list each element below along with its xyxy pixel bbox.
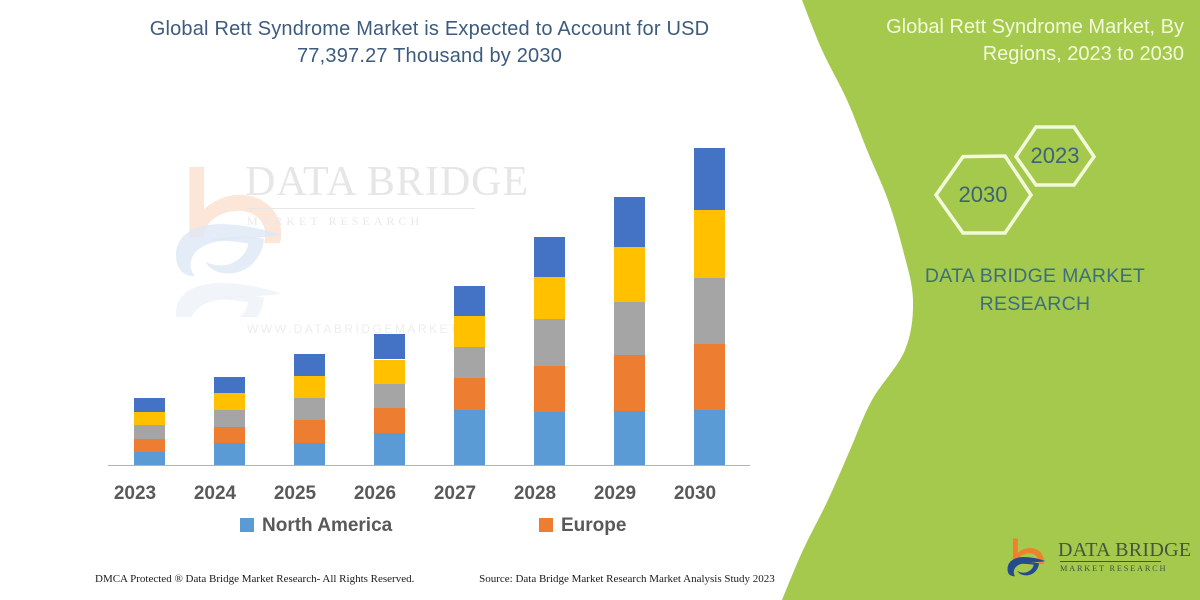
svg-text:2023: 2023 (1031, 143, 1080, 168)
svg-text:2030: 2030 (959, 182, 1008, 207)
